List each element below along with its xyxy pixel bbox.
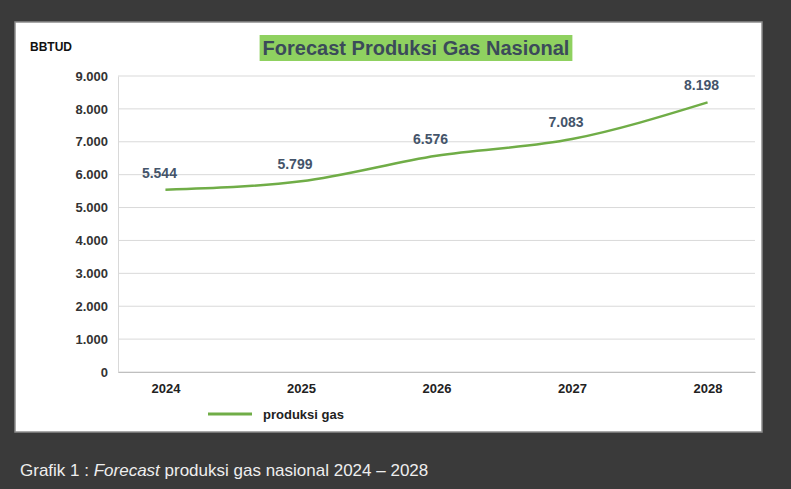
plot-area [165,102,707,189]
grid-line [118,339,755,340]
y-tick: 0 [101,365,118,380]
title-group: Forecast Produksi Gas Nasional [260,35,573,61]
y-tick-label: 7.000 [75,134,108,149]
grid-line [118,306,755,307]
y-tick: 1.000 [75,332,118,347]
grid [118,76,755,372]
legend-swatch [208,413,252,416]
y-axis-line [118,77,119,373]
caption-part: Forecast [94,461,161,480]
y-tick-label: 2.000 [75,299,108,314]
x-tick: 2026 [423,372,452,396]
grid-line [118,240,755,241]
x-axis: 2024 2025 2026 2027 2028 [119,372,756,396]
data-label: 8.198 [684,77,719,93]
y-tick: 7.000 [75,134,118,149]
y-tick-label: 0 [101,365,108,380]
x-tick: 2028 [694,372,723,396]
chart-title: Forecast Produksi Gas Nasional [263,37,570,59]
chart-svg: 0 1.000 2.000 3.000 4.000 5.000 6.000 7.000 8.00… [0,0,791,489]
x-tick-label: 2024 [151,381,181,396]
data-label: 5.799 [277,156,312,172]
grid-line [118,207,755,208]
y-tick-label: 8.000 [75,102,108,117]
y-tick-label: 6.000 [75,167,108,182]
y-tick: 3.000 [75,266,118,281]
x-tick: 2027 [558,372,587,396]
y-axis-title: BBTUD [30,40,72,54]
x-axis-line [119,372,756,373]
y-axis: 0 1.000 2.000 3.000 4.000 5.000 6.000 7.000 8.00… [75,69,118,380]
data-label: 7.083 [549,114,584,130]
grid-line [118,372,755,373]
grid-line [118,76,755,77]
data-labels: 5.544 5.799 6.576 7.083 8.198 [142,77,719,180]
caption: Grafik 1 : Forecast produksi gas nasiona… [20,461,428,480]
caption-part: produksi gas nasional 2024 – 2028 [160,461,428,480]
grid-line [118,273,755,274]
y-tick-label: 9.000 [75,69,108,84]
y-tick-label: 3.000 [75,266,108,281]
y-tick: 4.000 [75,233,118,248]
grid-line [118,174,755,175]
series-line [165,102,707,189]
y-tick: 5.000 [75,200,118,215]
x-tick-label: 2025 [287,381,316,396]
y-tick-label: 1.000 [75,332,108,347]
x-tick-label: 2026 [423,381,452,396]
x-tick-label: 2028 [694,381,723,396]
grid-line [118,108,755,109]
y-tick-label: 4.000 [75,233,108,248]
caption-part: Grafik 1 : [20,461,94,480]
y-tick-label: 5.000 [75,200,108,215]
title-background [260,35,573,61]
legend-label: produksi gas [263,407,344,422]
y-tick: 6.000 [75,167,118,182]
chart-panel [15,22,762,432]
x-tick: 2024 [151,372,181,396]
legend: produksi gas [208,407,344,422]
y-tick: 9.000 [75,69,118,84]
y-tick: 2.000 [75,299,118,314]
y-tick: 8.000 [75,102,118,117]
x-tick-label: 2027 [558,381,587,396]
data-label: 5.544 [142,165,177,181]
data-label: 6.576 [413,131,448,147]
x-tick: 2025 [287,372,316,396]
